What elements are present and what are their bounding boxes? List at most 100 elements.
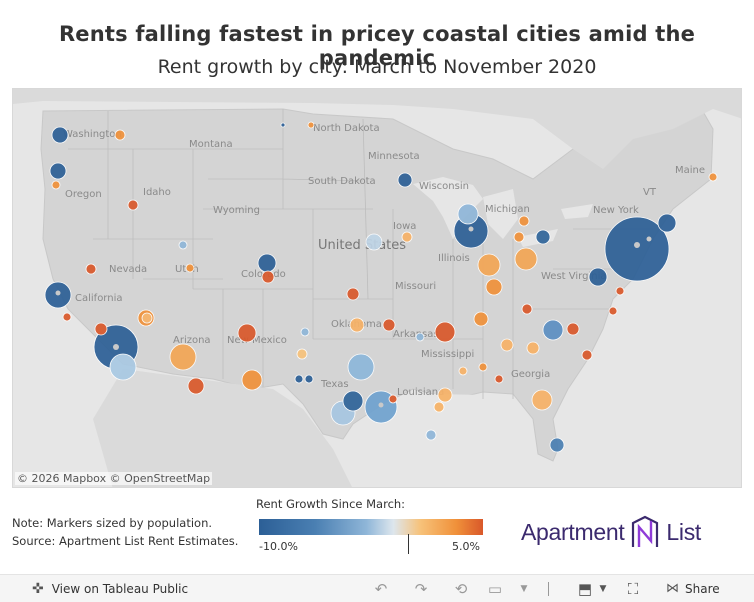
marker[interactable] xyxy=(657,213,677,233)
marker[interactable] xyxy=(494,374,504,384)
marker[interactable] xyxy=(549,437,565,453)
marker[interactable] xyxy=(434,321,456,343)
marker[interactable] xyxy=(588,267,608,287)
marker[interactable] xyxy=(261,270,275,284)
view-on-tableau-link[interactable]: ✜ View on Tableau Public xyxy=(32,581,188,597)
marker[interactable] xyxy=(500,338,514,352)
chevron-down-icon[interactable]: ▼ xyxy=(520,584,528,594)
marker[interactable] xyxy=(708,172,718,182)
label-north-dakota: North Dakota xyxy=(313,123,380,134)
brand-word-left: Apartment xyxy=(521,518,625,545)
marker[interactable] xyxy=(535,229,551,245)
legend-max-label: 5.0% xyxy=(452,540,480,553)
marker[interactable] xyxy=(433,401,445,413)
tableau-logo-icon: ✜ xyxy=(32,581,44,597)
marker[interactable] xyxy=(169,343,197,371)
marker[interactable] xyxy=(109,353,137,381)
revert-icon[interactable]: ⟲ xyxy=(454,580,468,598)
marker[interactable] xyxy=(388,394,398,404)
marker[interactable] xyxy=(342,390,364,412)
map-canvas: Washington Montana North Dakota Minnesot… xyxy=(13,89,741,487)
label-united-states: United States xyxy=(318,238,406,253)
map-copyright[interactable]: © 2026 Mapbox © OpenStreetMap xyxy=(15,472,213,485)
note-line-2: Source: Apartment List Rent Estimates. xyxy=(12,534,239,548)
marker[interactable] xyxy=(185,263,195,273)
marker[interactable] xyxy=(473,311,489,327)
label-california: California xyxy=(75,293,123,304)
marker[interactable] xyxy=(178,240,188,250)
label-mississippi: Mississippi xyxy=(421,349,474,360)
marker[interactable] xyxy=(94,322,108,336)
marker[interactable] xyxy=(513,231,525,243)
marker[interactable] xyxy=(62,312,72,322)
marker[interactable] xyxy=(458,366,468,376)
footnote: Note: Markers sized by population. Sourc… xyxy=(12,514,238,550)
marker[interactable] xyxy=(51,180,61,190)
marker[interactable] xyxy=(478,362,488,372)
marker[interactable] xyxy=(604,216,670,282)
marker[interactable] xyxy=(415,332,425,342)
marker[interactable] xyxy=(141,312,153,324)
marker[interactable] xyxy=(257,253,277,273)
marker[interactable] xyxy=(127,199,139,211)
marker[interactable] xyxy=(85,263,97,275)
chart-subtitle: Rent growth by city: March to November 2… xyxy=(157,56,597,78)
label-missouri: Missouri xyxy=(395,281,436,292)
marker[interactable] xyxy=(521,303,533,315)
share-button[interactable]: ⋈ Share xyxy=(666,581,720,596)
city-markers[interactable] xyxy=(44,121,718,453)
marker[interactable] xyxy=(304,374,314,384)
label-idaho: Idaho xyxy=(143,187,171,198)
marker[interactable] xyxy=(296,348,308,360)
marker[interactable] xyxy=(51,126,69,144)
marker[interactable] xyxy=(425,429,437,441)
marker[interactable] xyxy=(457,203,479,225)
label-arizona: Arizona xyxy=(173,335,211,346)
undo-icon[interactable]: ↶ xyxy=(374,580,388,598)
marker[interactable] xyxy=(349,317,365,333)
label-washington: Washington xyxy=(63,129,122,140)
marker[interactable] xyxy=(365,233,383,251)
marker[interactable] xyxy=(566,322,580,336)
marker[interactable] xyxy=(307,121,315,129)
marker[interactable] xyxy=(477,253,501,277)
marker[interactable] xyxy=(280,122,286,128)
marker[interactable] xyxy=(294,374,304,384)
marker[interactable] xyxy=(401,231,413,243)
marker[interactable] xyxy=(615,286,625,296)
marker[interactable] xyxy=(514,247,538,271)
label-new-york: New York xyxy=(593,205,639,216)
redo-icon[interactable]: ↷ xyxy=(414,580,428,598)
marker[interactable] xyxy=(187,377,205,395)
marker[interactable] xyxy=(300,327,310,337)
marker[interactable] xyxy=(346,287,360,301)
marker[interactable] xyxy=(437,387,453,403)
marker[interactable] xyxy=(518,215,530,227)
marker[interactable] xyxy=(347,353,375,381)
marker[interactable] xyxy=(531,389,553,411)
pause-icon[interactable]: ▭ xyxy=(487,580,503,598)
label-west-virginia: West Virginia xyxy=(541,271,606,282)
tableau-toolbar: ✜ View on Tableau Public ↶ ↷ ⟲ ▭ ▼ ⬒ ▼ ⛶… xyxy=(0,574,754,602)
label-oregon: Oregon xyxy=(65,189,102,200)
marker[interactable] xyxy=(542,319,564,341)
us-map[interactable]: Washington Montana North Dakota Minnesot… xyxy=(12,88,742,488)
marker[interactable] xyxy=(526,341,540,355)
marker[interactable] xyxy=(49,162,67,180)
download-chevron-icon[interactable]: ▼ xyxy=(599,584,607,594)
download-icon[interactable]: ⬒ xyxy=(577,580,593,598)
mexico xyxy=(93,369,352,487)
label-louisiana: Louisiana xyxy=(397,387,444,398)
marker[interactable] xyxy=(485,278,503,296)
view-on-tableau-label: View on Tableau Public xyxy=(51,582,189,596)
marker[interactable] xyxy=(241,369,263,391)
fullscreen-icon[interactable]: ⛶ xyxy=(627,580,639,598)
marker[interactable] xyxy=(608,306,618,316)
marker[interactable] xyxy=(382,318,396,332)
label-montana: Montana xyxy=(189,139,233,150)
marker[interactable] xyxy=(237,323,257,343)
chart-title: Rents falling fastest in pricey coastal … xyxy=(58,22,696,70)
marker[interactable] xyxy=(581,349,593,361)
marker[interactable] xyxy=(114,129,126,141)
marker[interactable] xyxy=(397,172,413,188)
